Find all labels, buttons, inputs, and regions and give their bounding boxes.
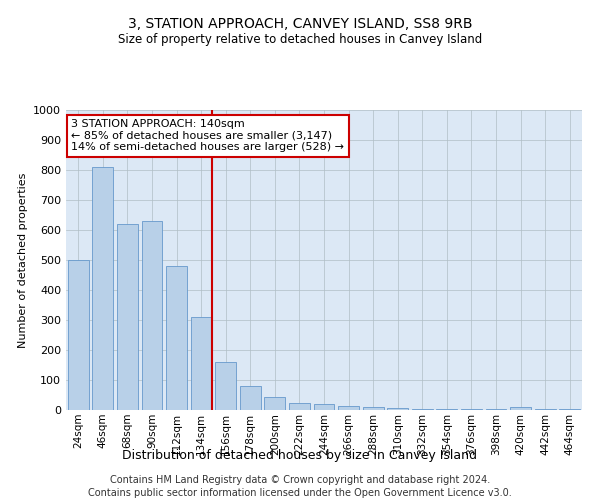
Bar [117, 224, 138, 410]
Text: Contains public sector information licensed under the Open Government Licence v3: Contains public sector information licen… [88, 488, 512, 498]
Bar [510, 407, 531, 410]
Bar [412, 408, 433, 410]
Bar [215, 362, 236, 410]
Bar [142, 221, 163, 410]
Bar [387, 408, 408, 410]
Bar [362, 407, 383, 410]
Text: 3, STATION APPROACH, CANVEY ISLAND, SS8 9RB: 3, STATION APPROACH, CANVEY ISLAND, SS8 … [128, 18, 472, 32]
Bar [166, 266, 187, 410]
Text: Distribution of detached houses by size in Canvey Island: Distribution of detached houses by size … [122, 448, 478, 462]
Y-axis label: Number of detached properties: Number of detached properties [17, 172, 28, 348]
Bar [68, 260, 89, 410]
Text: 3 STATION APPROACH: 140sqm
← 85% of detached houses are smaller (3,147)
14% of s: 3 STATION APPROACH: 140sqm ← 85% of deta… [71, 119, 344, 152]
Bar [314, 404, 334, 410]
Bar [338, 406, 359, 410]
Bar [92, 167, 113, 410]
Bar [191, 317, 212, 410]
Bar [265, 398, 286, 410]
Bar [240, 386, 261, 410]
Text: Size of property relative to detached houses in Canvey Island: Size of property relative to detached ho… [118, 32, 482, 46]
Bar [289, 404, 310, 410]
Bar [436, 409, 457, 410]
Text: Contains HM Land Registry data © Crown copyright and database right 2024.: Contains HM Land Registry data © Crown c… [110, 475, 490, 485]
